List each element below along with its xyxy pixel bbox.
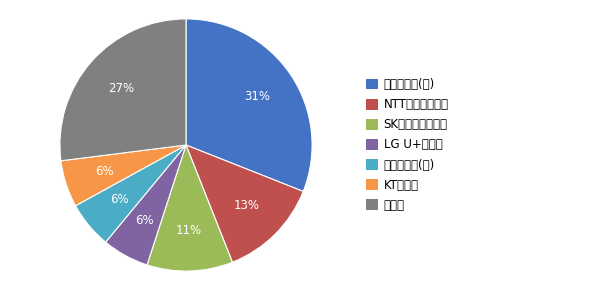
Text: 6%: 6% (110, 193, 129, 206)
Text: 6%: 6% (95, 165, 114, 178)
Wedge shape (61, 145, 186, 206)
Text: 13%: 13% (233, 199, 260, 212)
Wedge shape (60, 19, 186, 161)
Wedge shape (106, 145, 186, 265)
Text: 11%: 11% (176, 224, 202, 237)
Wedge shape (76, 145, 186, 242)
Legend: ベライゾン(米), NTTドコモ（日）, SKテレコム（韓）, LG U+（韓）, スプリント(米), KT（韓）, その他: ベライゾン(米), NTTドコモ（日）, SKテレコム（韓）, LG U+（韓）… (366, 78, 449, 212)
Text: 27%: 27% (109, 82, 135, 95)
Wedge shape (186, 19, 312, 191)
Text: 31%: 31% (244, 90, 270, 103)
Wedge shape (147, 145, 232, 271)
Wedge shape (186, 145, 303, 262)
Text: 6%: 6% (136, 214, 154, 226)
